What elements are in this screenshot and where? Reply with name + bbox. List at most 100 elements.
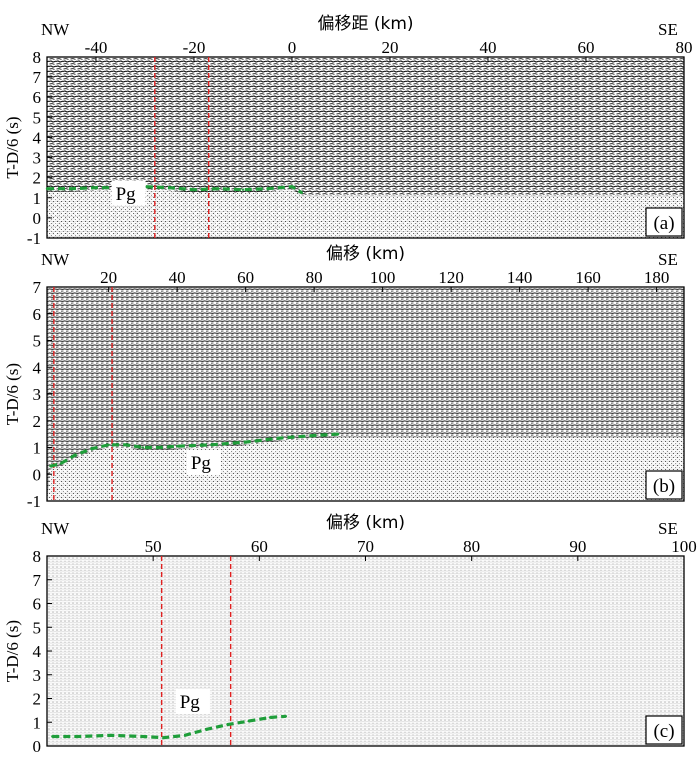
- x-tick-label: 60: [578, 38, 595, 57]
- x-tick-label: 50: [145, 537, 162, 556]
- y-tick-label: 0: [33, 737, 42, 756]
- pg-point: [158, 446, 162, 449]
- pg-point: [266, 187, 269, 190]
- y-tick-label: 1: [33, 189, 42, 208]
- pg-point: [284, 715, 288, 718]
- x-tick-label: 20: [382, 38, 399, 57]
- y-tick-label: 3: [33, 385, 42, 404]
- pre-arrival-noise-zone: [47, 719, 684, 746]
- direction-se-label: SE: [658, 250, 678, 269]
- y-tick-label: 6: [33, 88, 42, 107]
- pg-phase-label: Pg: [180, 692, 201, 713]
- pg-point: [300, 191, 303, 194]
- pg-point: [162, 736, 165, 739]
- x-axis-title: 偏移 (km): [326, 513, 405, 533]
- x-tick-label: 120: [438, 268, 464, 287]
- x-tick-label: 40: [480, 38, 497, 57]
- pg-point: [73, 454, 76, 457]
- pg-point: [336, 432, 340, 436]
- pg-point: [175, 444, 179, 448]
- y-tick-label: 5: [33, 332, 42, 351]
- panel-c: 50 60 70 80 90 100 0 1 2 3 4 5 6 7 8 偏移 (km) NW SE T-D/6 (…: [3, 513, 697, 756]
- pg-point: [124, 443, 127, 447]
- x-tick-label: -40: [85, 38, 108, 57]
- x-tick-label: 60: [251, 537, 268, 556]
- y-tick-label: 5: [33, 618, 42, 637]
- pg-point: [244, 440, 247, 444]
- y-tick-label: 7: [33, 571, 42, 590]
- x-tick-label: 20: [100, 268, 117, 287]
- panel-letter-box: [645, 470, 683, 500]
- y-tick-label: 2: [33, 169, 42, 188]
- plot-frame: [46, 56, 685, 239]
- pg-label-bg: [186, 449, 221, 475]
- direction-nw-label: NW: [41, 20, 70, 39]
- seismic-section: [47, 556, 684, 746]
- direction-se-label: SE: [658, 519, 678, 538]
- pg-point: [94, 186, 98, 189]
- pg-phase-label: Pg: [191, 453, 212, 474]
- y-tick-label: 4: [33, 128, 42, 147]
- x-tick-label: 160: [575, 268, 601, 287]
- y-tick-label: 1: [33, 713, 42, 732]
- x-tick-label: 100: [370, 268, 396, 287]
- y-axis-title: T-D/6 (s): [3, 363, 22, 425]
- x-tick-label: 80: [463, 537, 480, 556]
- pg-point: [210, 443, 213, 447]
- direction-nw-label: NW: [41, 250, 70, 269]
- y-tick-label: 2: [33, 690, 42, 709]
- x-tick-label: 140: [507, 268, 533, 287]
- pg-point: [278, 436, 282, 440]
- x-tick-label: 70: [357, 537, 374, 556]
- pg-point: [241, 188, 245, 191]
- x-tick-label: 80: [676, 38, 693, 57]
- y-tick-label: 8: [33, 48, 42, 67]
- pg-point: [77, 735, 81, 738]
- pg-point: [70, 187, 73, 190]
- pg-point: [90, 447, 93, 451]
- pg-point: [141, 735, 144, 738]
- y-tick-label: 6: [33, 595, 42, 614]
- pg-point: [109, 734, 112, 737]
- y-tick-label: 3: [33, 666, 42, 685]
- pg-point: [247, 719, 250, 723]
- direction-se-label: SE: [658, 20, 678, 39]
- pg-point: [168, 186, 171, 189]
- pg-point: [141, 446, 145, 449]
- panel-letter-box: [645, 715, 683, 745]
- pg-point: [107, 443, 110, 447]
- pg-point: [49, 465, 52, 468]
- y-tick-label: 2: [33, 412, 42, 431]
- panel-letter-box: [645, 207, 683, 237]
- panel-letter: (a): [653, 213, 674, 234]
- y-tick-label: 8: [33, 547, 42, 566]
- y-tick-label: 4: [33, 642, 42, 661]
- pg-point: [312, 434, 316, 437]
- x-tick-label: 0: [288, 38, 297, 57]
- panel-b: 20 40 60 80 100 120 140 160 180 -1 0 1 2 3 4 5 6 7 偏移 (km)…: [3, 244, 685, 511]
- pg-label-bg: [175, 689, 210, 714]
- y-tick-label: 1: [33, 439, 42, 458]
- y-axis-title: T-D/6 (s): [3, 116, 22, 178]
- x-tick-label: 100: [671, 537, 697, 556]
- x-axis-title: 偏移 (km): [326, 244, 405, 264]
- y-tick-label: 7: [33, 68, 42, 87]
- pg-point: [290, 185, 294, 188]
- pre-arrival-noise-zone: [47, 189, 684, 238]
- pg-phase-label: Pg: [116, 184, 137, 205]
- y-tick-label: 7: [33, 278, 42, 297]
- pg-point: [51, 735, 54, 738]
- pg-arrival-line: [47, 185, 303, 195]
- pg-label-bg: [111, 180, 146, 206]
- x-tick-label: 60: [237, 268, 254, 287]
- x-tick-label: 80: [306, 268, 323, 287]
- pg-arrival-line: [50, 432, 339, 468]
- y-tick-label: -1: [27, 229, 41, 248]
- pg-point: [183, 734, 187, 737]
- x-axis-title: 偏移距 (km): [317, 14, 413, 34]
- x-tick-label: 180: [644, 268, 670, 287]
- y-tick-label: 4: [33, 358, 42, 377]
- y-tick-label: 3: [33, 149, 42, 168]
